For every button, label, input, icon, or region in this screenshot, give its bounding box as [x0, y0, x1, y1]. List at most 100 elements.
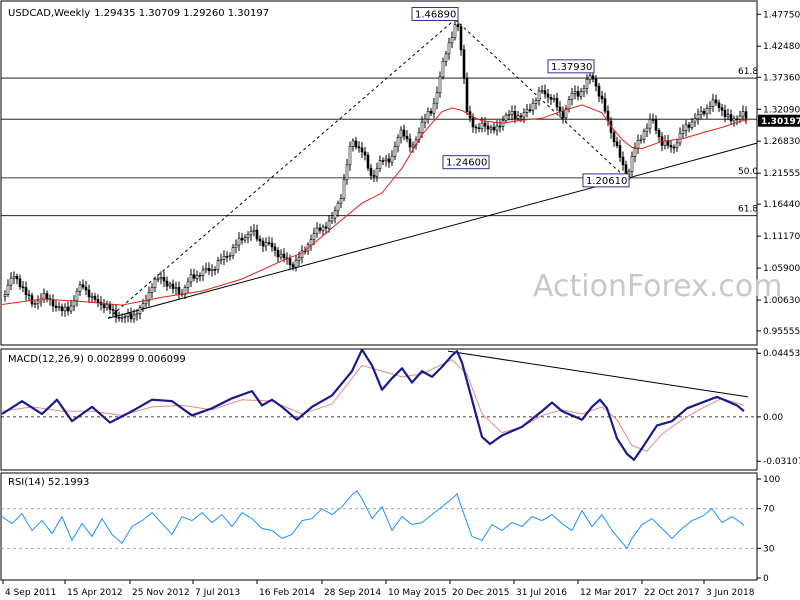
price-candle-body [201, 269, 205, 276]
price-candle-body [636, 140, 640, 149]
fib-projection-line [107, 19, 456, 319]
price-candle-body [612, 132, 616, 143]
price-candle-body [669, 145, 673, 148]
price-candle-body [213, 269, 217, 271]
price-candle-body [162, 277, 166, 282]
price-candle-body [426, 110, 430, 120]
price-candle-body [6, 284, 10, 295]
price-candle-body [711, 99, 715, 107]
price-panel-title: USDCAD,Weekly 1.29435 1.30709 1.29260 1.3… [8, 8, 269, 19]
price-candle-body [528, 109, 532, 112]
time-axis: 4 Sep 2011 15 Apr 2012 25 Nov 2012 7 Jul 20… [2, 580, 755, 598]
price-candle-body [618, 145, 622, 158]
price-candle-body [156, 278, 160, 281]
price-candle-body [654, 119, 658, 131]
price-candle-body [90, 295, 94, 298]
price-candle-body [219, 259, 223, 261]
time-axis-label: 25 Nov 2012 [132, 588, 190, 598]
price-candle-body [63, 306, 67, 312]
time-axis-label: 4 Sep 2011 [5, 588, 56, 598]
price-axis-label: 1.16440 [763, 200, 800, 210]
price-candle-body [558, 106, 562, 112]
price-candle-body [87, 289, 91, 298]
price-candle-body [453, 24, 457, 38]
price-candle-body [606, 110, 610, 122]
price-candle-body [102, 304, 106, 309]
price-level-box [411, 6, 459, 21]
price-candle-body [582, 87, 586, 93]
price-candle-body [216, 260, 220, 270]
price-candle-body [477, 127, 481, 130]
price-candle-body [297, 257, 301, 261]
price-candle-body [264, 242, 268, 247]
moving-average-line [1, 104, 747, 306]
price-candle-body [294, 259, 298, 268]
price-candle-body [567, 99, 571, 110]
price-level-label: 1.24600 [446, 158, 487, 169]
price-candle-body [621, 156, 625, 166]
price-candle-body [504, 114, 508, 121]
macd-panel-frame [0, 348, 758, 471]
price-candle-body [189, 274, 193, 283]
price-candle-body [207, 267, 211, 272]
price-candle-body [369, 167, 373, 176]
price-candle-body [699, 110, 703, 116]
price-candle-body [651, 119, 655, 121]
price-candle-body [492, 126, 496, 131]
price-candle-body [321, 226, 325, 231]
price-candle-body [42, 293, 46, 300]
price-candle-body [498, 125, 502, 128]
time-axis-label: 12 Mar 2017 [580, 588, 637, 598]
price-candle-body [150, 287, 154, 293]
price-candle-body [561, 111, 565, 119]
price-candle-body [111, 309, 115, 311]
macd-axis-label: 0.00 [763, 413, 783, 423]
price-candle-body [147, 292, 151, 302]
price-candle-body [429, 110, 433, 114]
price-candle-body [735, 118, 739, 121]
price-candle-body [729, 114, 733, 122]
price-series [1, 18, 748, 324]
price-candle-body [108, 304, 112, 310]
rsi-series [1, 490, 745, 550]
price-candle-body [594, 78, 598, 87]
price-panel-frame [0, 0, 758, 346]
price-candle-body [408, 138, 412, 148]
price-candle-body [435, 92, 439, 104]
price-candle-body [552, 98, 556, 100]
rsi-level-lines [1, 508, 757, 549]
price-candle-body [27, 294, 31, 296]
price-trendlines [107, 19, 758, 319]
price-candle-body [324, 226, 328, 229]
price-candle-body [483, 122, 487, 127]
price-candle-body [384, 158, 388, 162]
price-candle-body [513, 111, 517, 119]
price-candle-body [603, 98, 607, 112]
price-candle-body [327, 220, 331, 229]
price-candle-body [51, 299, 55, 307]
price-candle-body [270, 242, 274, 248]
price-candle-body [705, 107, 709, 115]
time-axis-label: 15 Apr 2012 [67, 588, 123, 598]
price-candle-body [444, 53, 448, 62]
price-candle-body [540, 90, 544, 92]
price-candle-body [339, 198, 343, 204]
price-candle-body [210, 269, 214, 272]
price-candle-body [351, 140, 355, 147]
price-candle-body [159, 277, 163, 280]
price-candle-body [525, 109, 529, 113]
rsi-axis-label: 0 [763, 574, 769, 584]
price-annotations: 1.46890 1.37930 1.24600 1.20610 [411, 6, 630, 188]
price-level-box [547, 59, 595, 74]
price-candle-body [105, 304, 109, 309]
time-axis-label: 10 May 2015 [388, 588, 447, 598]
price-candle-body [744, 111, 748, 119]
price-candle-body [12, 275, 16, 279]
price-candle-body [348, 146, 352, 166]
macd-trendline [447, 350, 749, 398]
ohlc-label: 1.29435 1.30709 1.29260 1.30197 [94, 8, 269, 19]
price-candle-body [117, 317, 121, 319]
price-axis-label: 1.32090 [763, 105, 800, 115]
price-axis-label: 0.95555 [763, 327, 800, 337]
price-candle-body [489, 126, 493, 130]
